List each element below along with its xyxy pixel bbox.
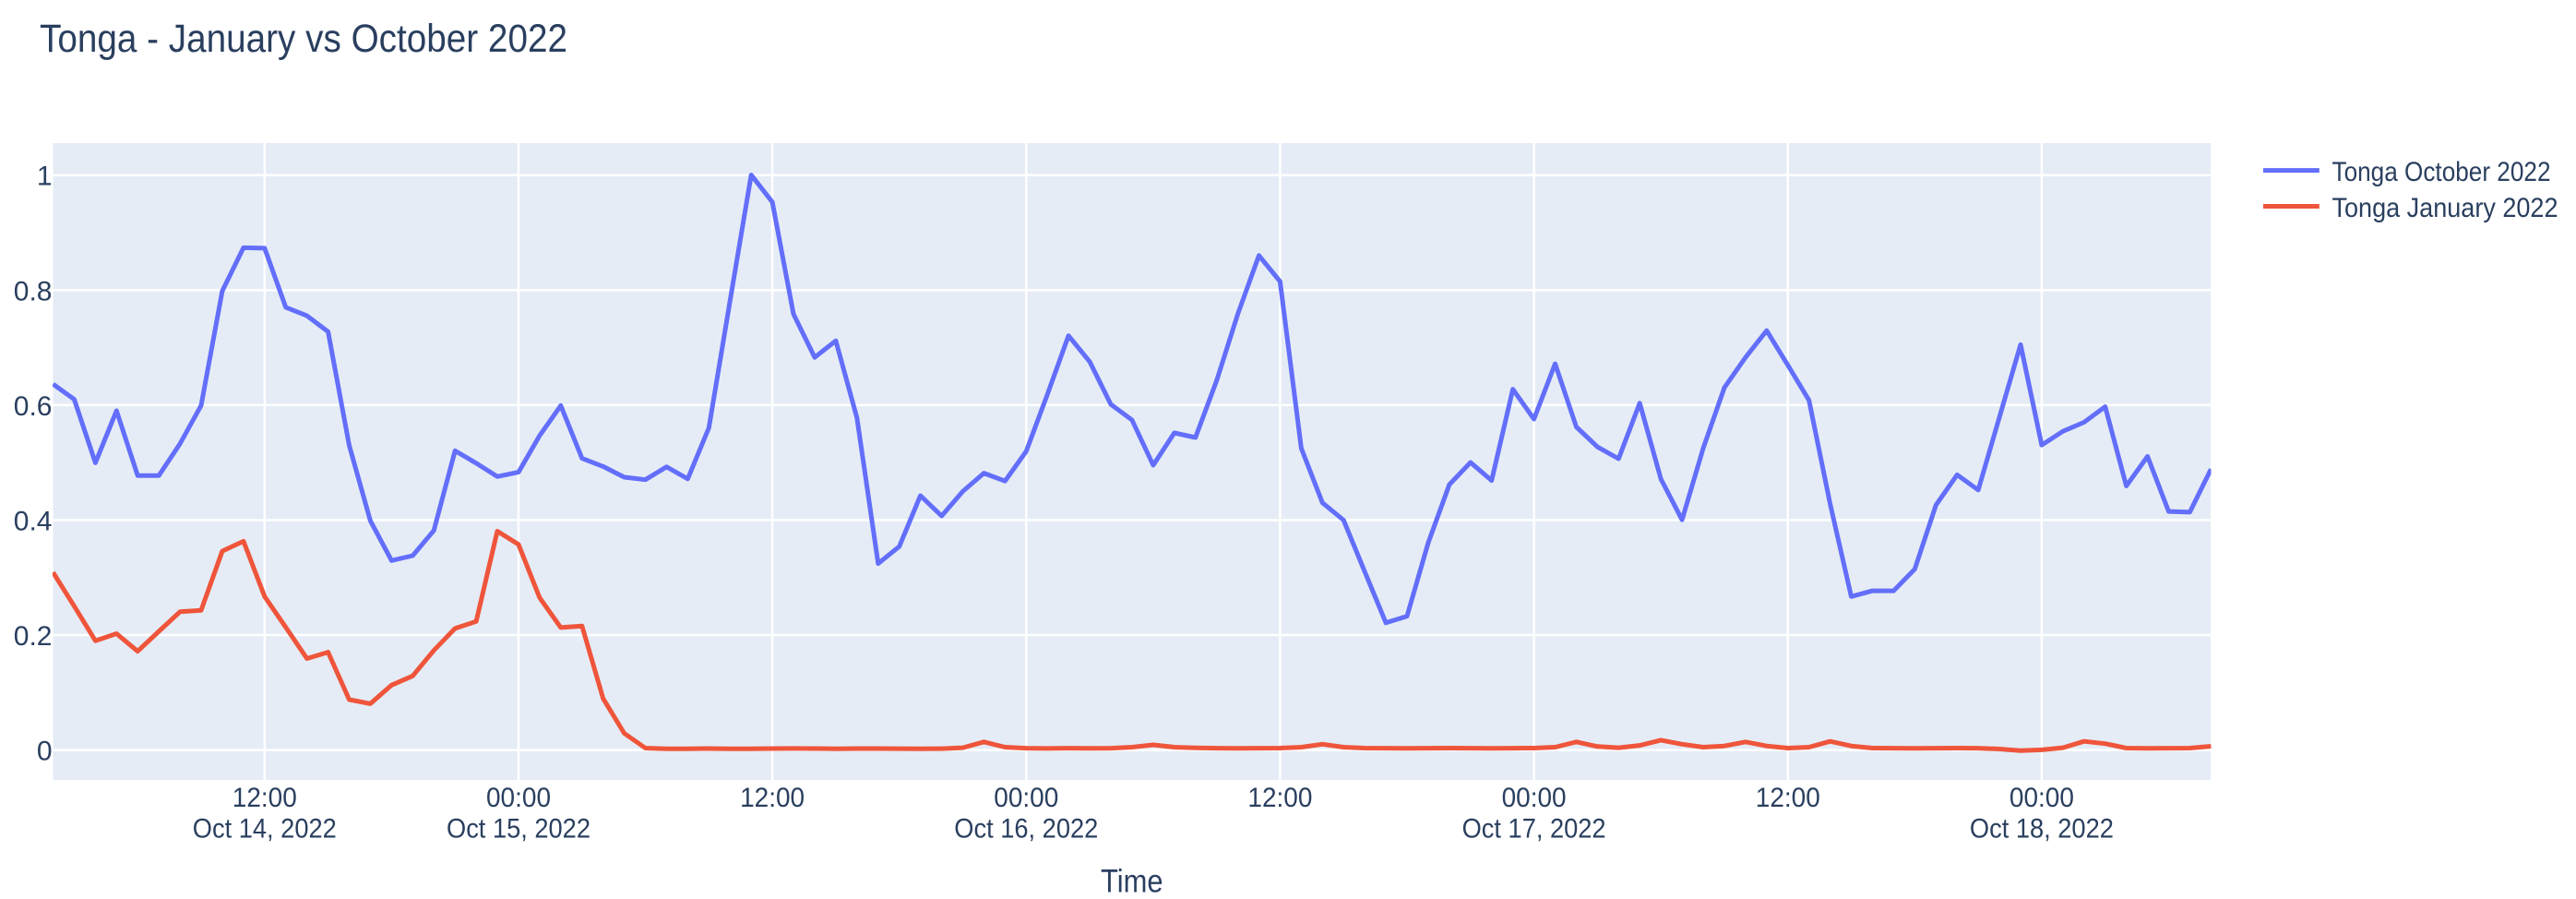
svg-text:0.4: 0.4: [14, 506, 53, 536]
svg-text:0.6: 0.6: [14, 391, 53, 422]
svg-text:12:00: 12:00: [740, 783, 805, 813]
svg-text:0.8: 0.8: [14, 276, 53, 306]
svg-text:Oct 17, 2022: Oct 17, 2022: [1462, 813, 1606, 844]
svg-text:0.2: 0.2: [14, 621, 53, 652]
svg-text:0: 0: [37, 737, 53, 767]
svg-text:00:00: 00:00: [2010, 783, 2074, 813]
svg-text:Tonga October 2022: Tonga October 2022: [2332, 157, 2551, 187]
svg-text:00:00: 00:00: [486, 783, 551, 813]
svg-text:Oct 15, 2022: Oct 15, 2022: [447, 813, 590, 844]
svg-text:Time: Time: [1101, 863, 1163, 899]
svg-text:Tonga January 2022: Tonga January 2022: [2332, 193, 2558, 223]
svg-text:12:00: 12:00: [233, 783, 297, 813]
svg-text:Tonga - January vs October 202: Tonga - January vs October 2022: [40, 17, 567, 61]
svg-text:Oct 18, 2022: Oct 18, 2022: [1970, 813, 2114, 844]
svg-text:00:00: 00:00: [994, 783, 1058, 813]
svg-text:Oct 14, 2022: Oct 14, 2022: [193, 813, 337, 844]
svg-text:Oct 16, 2022: Oct 16, 2022: [954, 813, 1098, 844]
svg-text:00:00: 00:00: [1502, 783, 1567, 813]
svg-text:12:00: 12:00: [1247, 783, 1312, 813]
svg-text:12:00: 12:00: [1756, 783, 1820, 813]
svg-text:1: 1: [37, 162, 53, 192]
